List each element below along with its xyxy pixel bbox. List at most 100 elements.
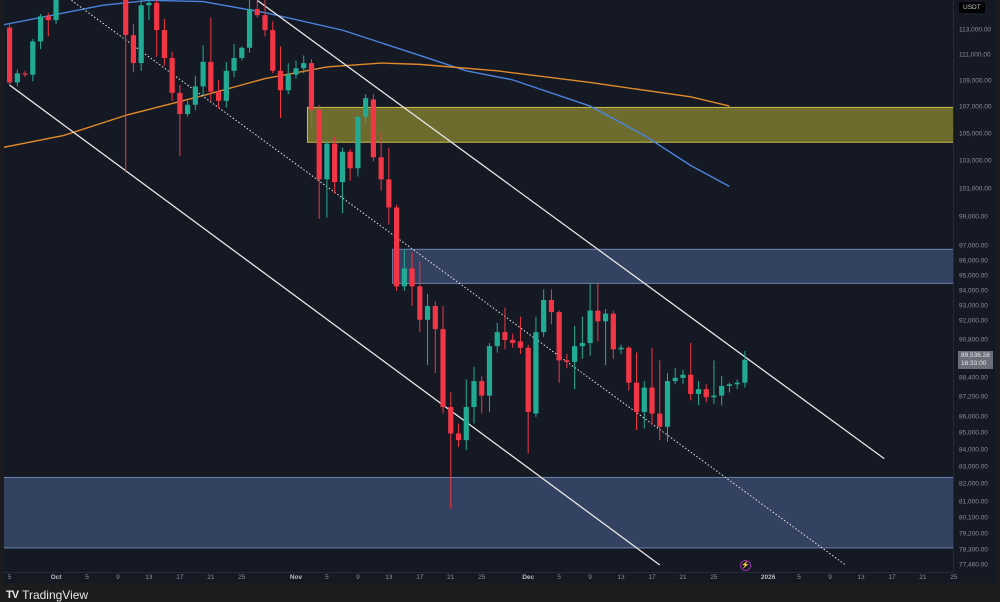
time-tick: 13 xyxy=(857,574,865,581)
candle xyxy=(386,147,392,225)
candle-body xyxy=(424,306,431,320)
price-tick: 82,000.00 xyxy=(959,480,988,488)
price-axis[interactable]: USDT 113,000.00 111,000.00 109,000.00 107,0… xyxy=(953,0,995,572)
candle xyxy=(726,382,733,393)
candle xyxy=(22,70,28,78)
moving-average-slow xyxy=(4,62,730,148)
candle xyxy=(7,23,13,86)
candle xyxy=(424,293,431,366)
candle xyxy=(324,140,330,218)
candle-body xyxy=(409,268,415,287)
currency-label[interactable]: USDT xyxy=(959,2,985,13)
candle-body xyxy=(37,16,44,42)
price-tick: 81,000.00 xyxy=(959,498,988,506)
candle-body xyxy=(394,207,400,287)
candle xyxy=(177,85,183,156)
candle-body xyxy=(649,387,655,414)
candle xyxy=(347,149,353,181)
price-tick: 107,000.00 xyxy=(959,103,992,111)
candle xyxy=(602,309,609,366)
price-tick: 85,000.00 xyxy=(959,429,988,437)
candle-body xyxy=(239,47,245,58)
candle xyxy=(572,325,578,390)
candle xyxy=(45,12,51,37)
candle-body xyxy=(680,374,686,378)
chart-panel[interactable]: USDT 113,000.00 111,000.00 109,000.00 107,0… xyxy=(4,0,995,583)
candle xyxy=(370,94,376,162)
candle-body xyxy=(14,73,20,83)
candle xyxy=(130,23,137,73)
candle-body xyxy=(254,8,260,16)
candle-body xyxy=(502,332,508,340)
candle-body xyxy=(246,8,253,48)
candle xyxy=(695,381,702,406)
candle-body xyxy=(510,339,516,344)
lightning-icon[interactable]: ⚡ xyxy=(739,560,751,571)
time-tick: 25 xyxy=(950,574,958,581)
candle-body xyxy=(517,341,524,348)
candle xyxy=(223,61,229,108)
candle xyxy=(169,51,175,101)
candle-body xyxy=(556,312,562,361)
candle-body xyxy=(138,5,144,64)
price-tick: 84,000.00 xyxy=(959,446,988,454)
brand-name: TradingView xyxy=(22,588,89,602)
candle xyxy=(494,322,500,353)
candle-body xyxy=(293,68,299,75)
candle xyxy=(595,283,601,342)
candle-body xyxy=(657,413,663,427)
candle xyxy=(541,289,547,337)
time-tick: 9 xyxy=(828,574,832,581)
last-price-label: 89,536.28 16:33:00 xyxy=(958,350,993,369)
supply_zone xyxy=(306,106,953,143)
candle-body xyxy=(595,310,601,322)
candle xyxy=(409,252,415,307)
demand_zone xyxy=(4,476,953,549)
candle xyxy=(703,384,709,403)
candle-body xyxy=(386,179,392,208)
candle-body xyxy=(564,360,570,362)
candle xyxy=(548,289,554,325)
candle-body xyxy=(703,389,709,398)
candle xyxy=(123,0,129,173)
candle-body xyxy=(440,329,446,408)
candle-body xyxy=(262,15,268,31)
time-axis[interactable]: 5 Oct 5 9 13 17 21 25 Nov 5 9 13 17 21 25 Dec 5 9 13 17 21 25… xyxy=(4,572,957,583)
candle xyxy=(610,310,616,359)
price-tick: 78,300.00 xyxy=(959,546,988,554)
candle xyxy=(479,376,485,414)
price-tick: 93,000.00 xyxy=(959,302,988,310)
candle-body xyxy=(355,116,361,169)
bar-countdown: 16:33:00 xyxy=(961,359,987,367)
candle xyxy=(688,343,694,401)
candle-body xyxy=(161,30,167,58)
tradingview-mark-icon: TV xyxy=(6,589,19,601)
price-tick: 88,400.00 xyxy=(959,374,988,382)
price-tick: 111,000.00 xyxy=(959,51,991,59)
candle xyxy=(355,116,361,177)
candle-body xyxy=(215,91,222,101)
candle-body xyxy=(130,35,137,64)
candle xyxy=(641,381,647,429)
zones xyxy=(4,106,953,549)
candle xyxy=(440,306,446,414)
price-tick: 86,000.00 xyxy=(959,413,988,421)
candle xyxy=(239,46,245,61)
price-tick: 77,460.00 xyxy=(959,561,988,569)
candle xyxy=(316,104,322,219)
candle-body xyxy=(688,374,694,394)
candle xyxy=(293,60,299,79)
price-tick: 97,000.00 xyxy=(959,242,988,250)
price-tick: 92,000.00 xyxy=(959,317,988,325)
candle-body xyxy=(641,387,647,412)
candle-body xyxy=(664,381,671,427)
candle xyxy=(734,379,740,390)
candle-body xyxy=(471,381,477,408)
price-chart[interactable] xyxy=(4,0,953,572)
candle-body xyxy=(277,70,284,91)
candle-body xyxy=(154,2,160,31)
time-tick: 17 xyxy=(888,574,896,581)
price-tick: 79,200.00 xyxy=(959,530,988,538)
candle xyxy=(378,131,384,191)
candle xyxy=(53,0,59,24)
